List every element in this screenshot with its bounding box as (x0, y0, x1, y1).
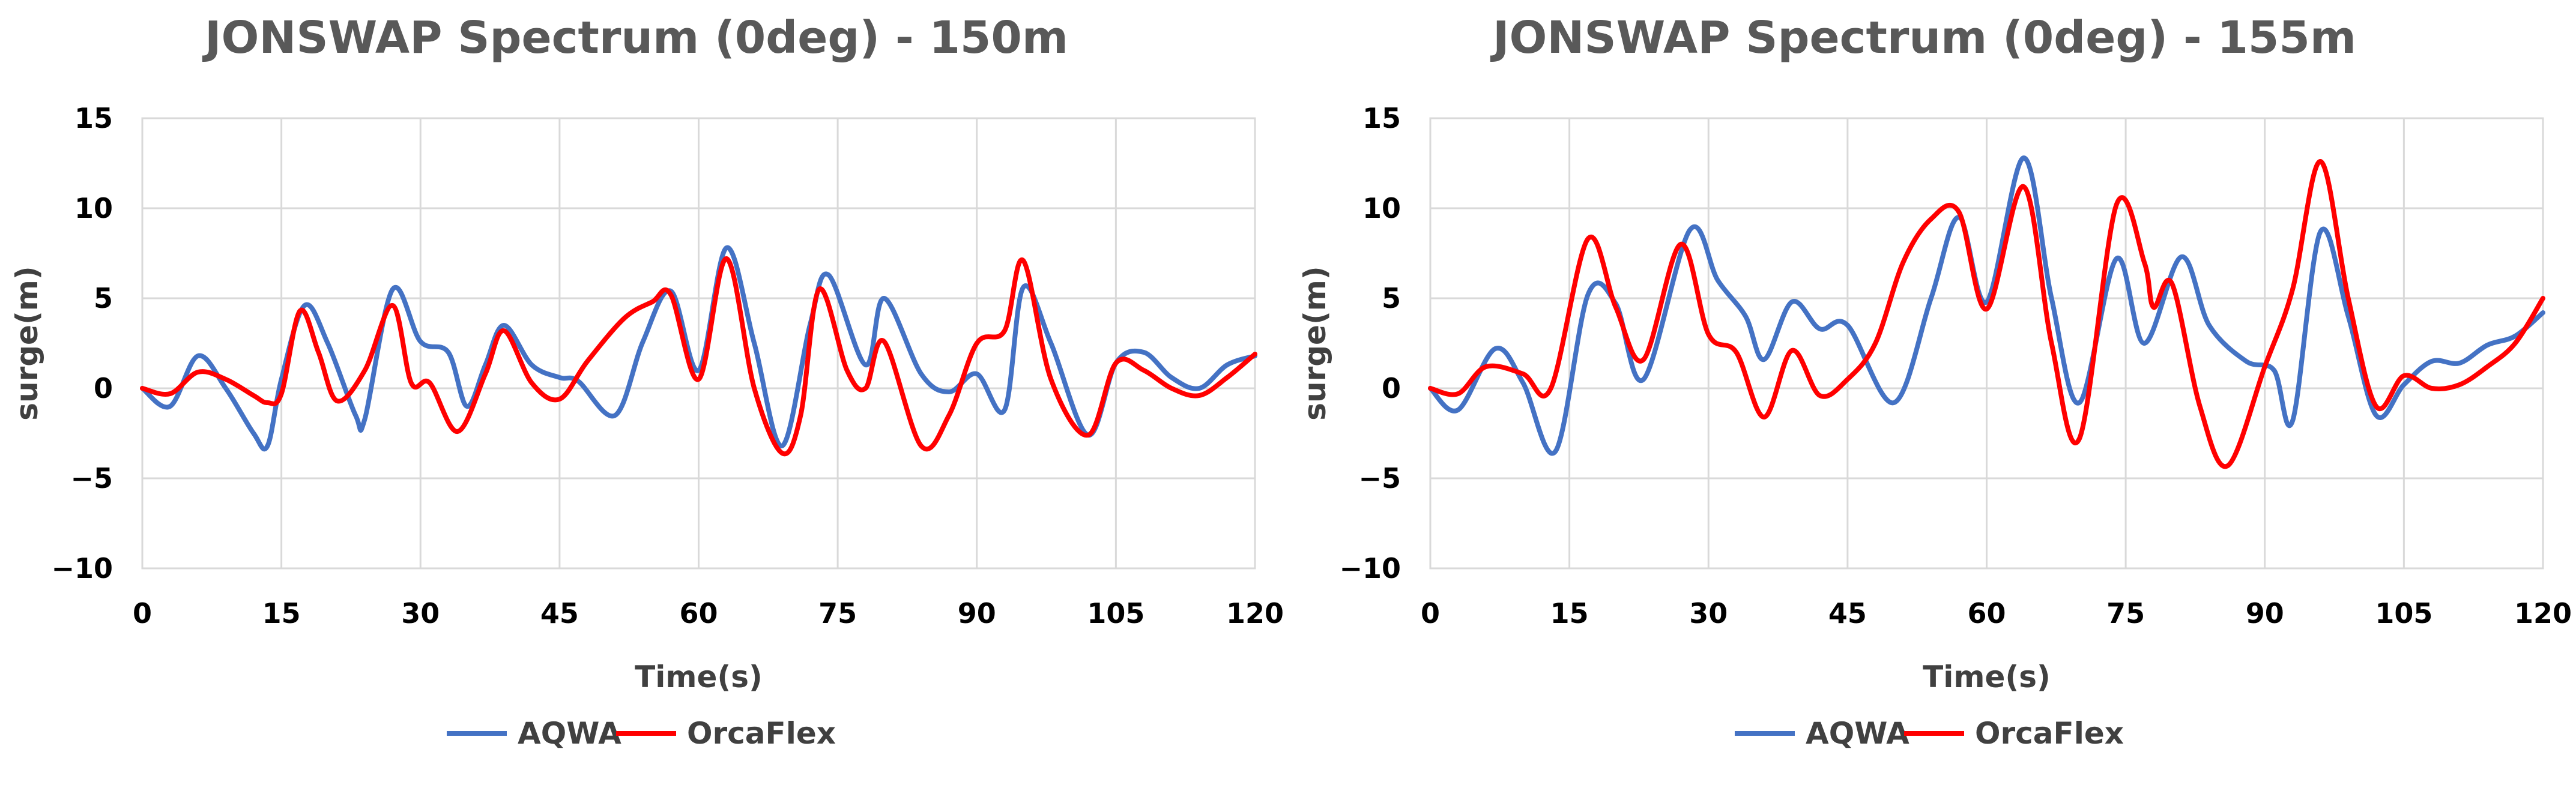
x-tick-label: 75 (2106, 597, 2145, 630)
legend-label-orcaflex: OrcaFlex (1975, 716, 2124, 751)
y-axis-label: surge(m) (1298, 266, 1332, 421)
chart-panel-150m: JONSWAP Spectrum (0deg) - 150m −10 −5 0 5 10 1… (10, 12, 1284, 751)
x-tick-label: 45 (1828, 597, 1867, 630)
x-tick-label: 105 (2375, 597, 2432, 630)
y-tick-label: −5 (1358, 462, 1401, 495)
y-tick-label: 0 (94, 372, 113, 405)
chart-title: JONSWAP Spectrum (0deg) - 155m (1490, 12, 2356, 64)
y-tick-label: 15 (74, 102, 113, 134)
plot-area (141, 117, 1256, 570)
gridlines (1429, 117, 2544, 570)
y-tick-label: −10 (51, 552, 113, 585)
y-axis-label: surge(m) (10, 266, 44, 421)
x-tick-label: 90 (2246, 597, 2284, 630)
series-line-orcaflex (140, 256, 1257, 457)
chart-title: JONSWAP Spectrum (0deg) - 150m (202, 12, 1068, 64)
x-tick-label: 120 (2514, 597, 2572, 630)
plot-area (1429, 117, 2544, 570)
x-axis-label: Time(s) (1923, 660, 2051, 694)
chart-150m: JONSWAP Spectrum (0deg) - 150m −10 −5 0 5 10 1… (10, 12, 1284, 751)
y-tick-label: 0 (1382, 372, 1401, 405)
y-tick-label: 10 (1362, 192, 1401, 224)
x-tick-label: 15 (1550, 597, 1589, 630)
y-tick-label: 5 (94, 282, 113, 314)
y-tick-label: 5 (1382, 282, 1401, 314)
series-line-orcaflex (1428, 159, 2545, 469)
x-tick-label: 0 (133, 597, 152, 630)
y-tick-label: −10 (1339, 552, 1401, 585)
x-tick-label: 30 (401, 597, 440, 630)
x-tick-label: 105 (1087, 597, 1144, 630)
chart-panel-155m: JONSWAP Spectrum (0deg) - 155m −10 −5 0 5 10 1… (1288, 0, 2576, 803)
legend-label-aqwa: AQWA (518, 716, 621, 751)
chart-155m: JONSWAP Spectrum (0deg) - 155m −10 −5 0 5 10 1… (1298, 12, 2572, 751)
legend-label-aqwa: AQWA (1806, 716, 1909, 751)
x-tick-label: 120 (1226, 597, 1284, 630)
x-tick-label: 90 (958, 597, 996, 630)
y-tick-label: −5 (70, 462, 113, 495)
gridlines (141, 117, 1256, 570)
y-tick-label: 15 (1362, 102, 1401, 134)
x-tick-label: 60 (679, 597, 718, 630)
y-tick-label: 10 (74, 192, 113, 224)
x-tick-label: 30 (1689, 597, 1728, 630)
x-tick-label: 60 (1967, 597, 2006, 630)
legend: AQWA OrcaFlex (447, 716, 836, 751)
legend: AQWA OrcaFlex (1735, 716, 2124, 751)
legend-label-orcaflex: OrcaFlex (687, 716, 836, 751)
x-tick-label: 15 (262, 597, 301, 630)
x-axis-label: Time(s) (635, 660, 763, 694)
x-tick-label: 0 (1421, 597, 1440, 630)
x-tick-label: 75 (818, 597, 857, 630)
x-tick-label: 45 (540, 597, 579, 630)
series-line-aqwa (140, 245, 1257, 452)
